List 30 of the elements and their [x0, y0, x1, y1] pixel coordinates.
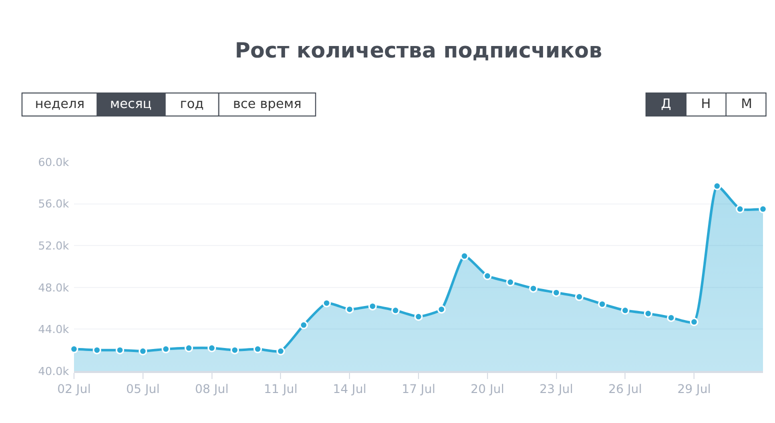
text: год	[180, 97, 204, 112]
point	[736, 204, 744, 214]
x-tick-label: 26 Jul	[608, 382, 642, 396]
x-tick-label: 29 Jul	[677, 382, 711, 396]
point	[483, 272, 492, 280]
x-tick-label: 02 Jul	[57, 382, 91, 396]
text: месяц	[110, 97, 152, 112]
y-tick-label: 52.0k	[38, 239, 70, 252]
x-tick-label: 17 Jul	[402, 382, 436, 396]
y-tick-label: 60.0k	[38, 156, 70, 169]
x-tick-label: 11 Jul	[264, 382, 298, 396]
point	[690, 318, 698, 326]
text: неделя	[35, 97, 85, 112]
y-tick-label: 40.0k	[38, 364, 70, 378]
point	[276, 346, 285, 356]
x-tick-label: 14 Jul	[332, 382, 366, 396]
x-tick-label: 08 Jul	[195, 382, 229, 396]
y-tick-label: 44.0k	[38, 323, 70, 336]
y-tick-label: 48.0k	[38, 281, 70, 294]
point	[437, 305, 446, 314]
y-tick-label: 56.0k	[38, 198, 70, 211]
x-tick-label: 23 Jul	[540, 382, 574, 396]
text: Д	[661, 97, 672, 112]
text: М	[741, 97, 752, 112]
x-tick-label: 20 Jul	[470, 382, 504, 396]
text: все время	[233, 97, 302, 112]
point	[299, 320, 308, 330]
chart-title: Рост количества подписчиков	[234, 38, 602, 62]
text: Н	[701, 97, 711, 112]
x-tick-label: 05 Jul	[126, 382, 160, 396]
